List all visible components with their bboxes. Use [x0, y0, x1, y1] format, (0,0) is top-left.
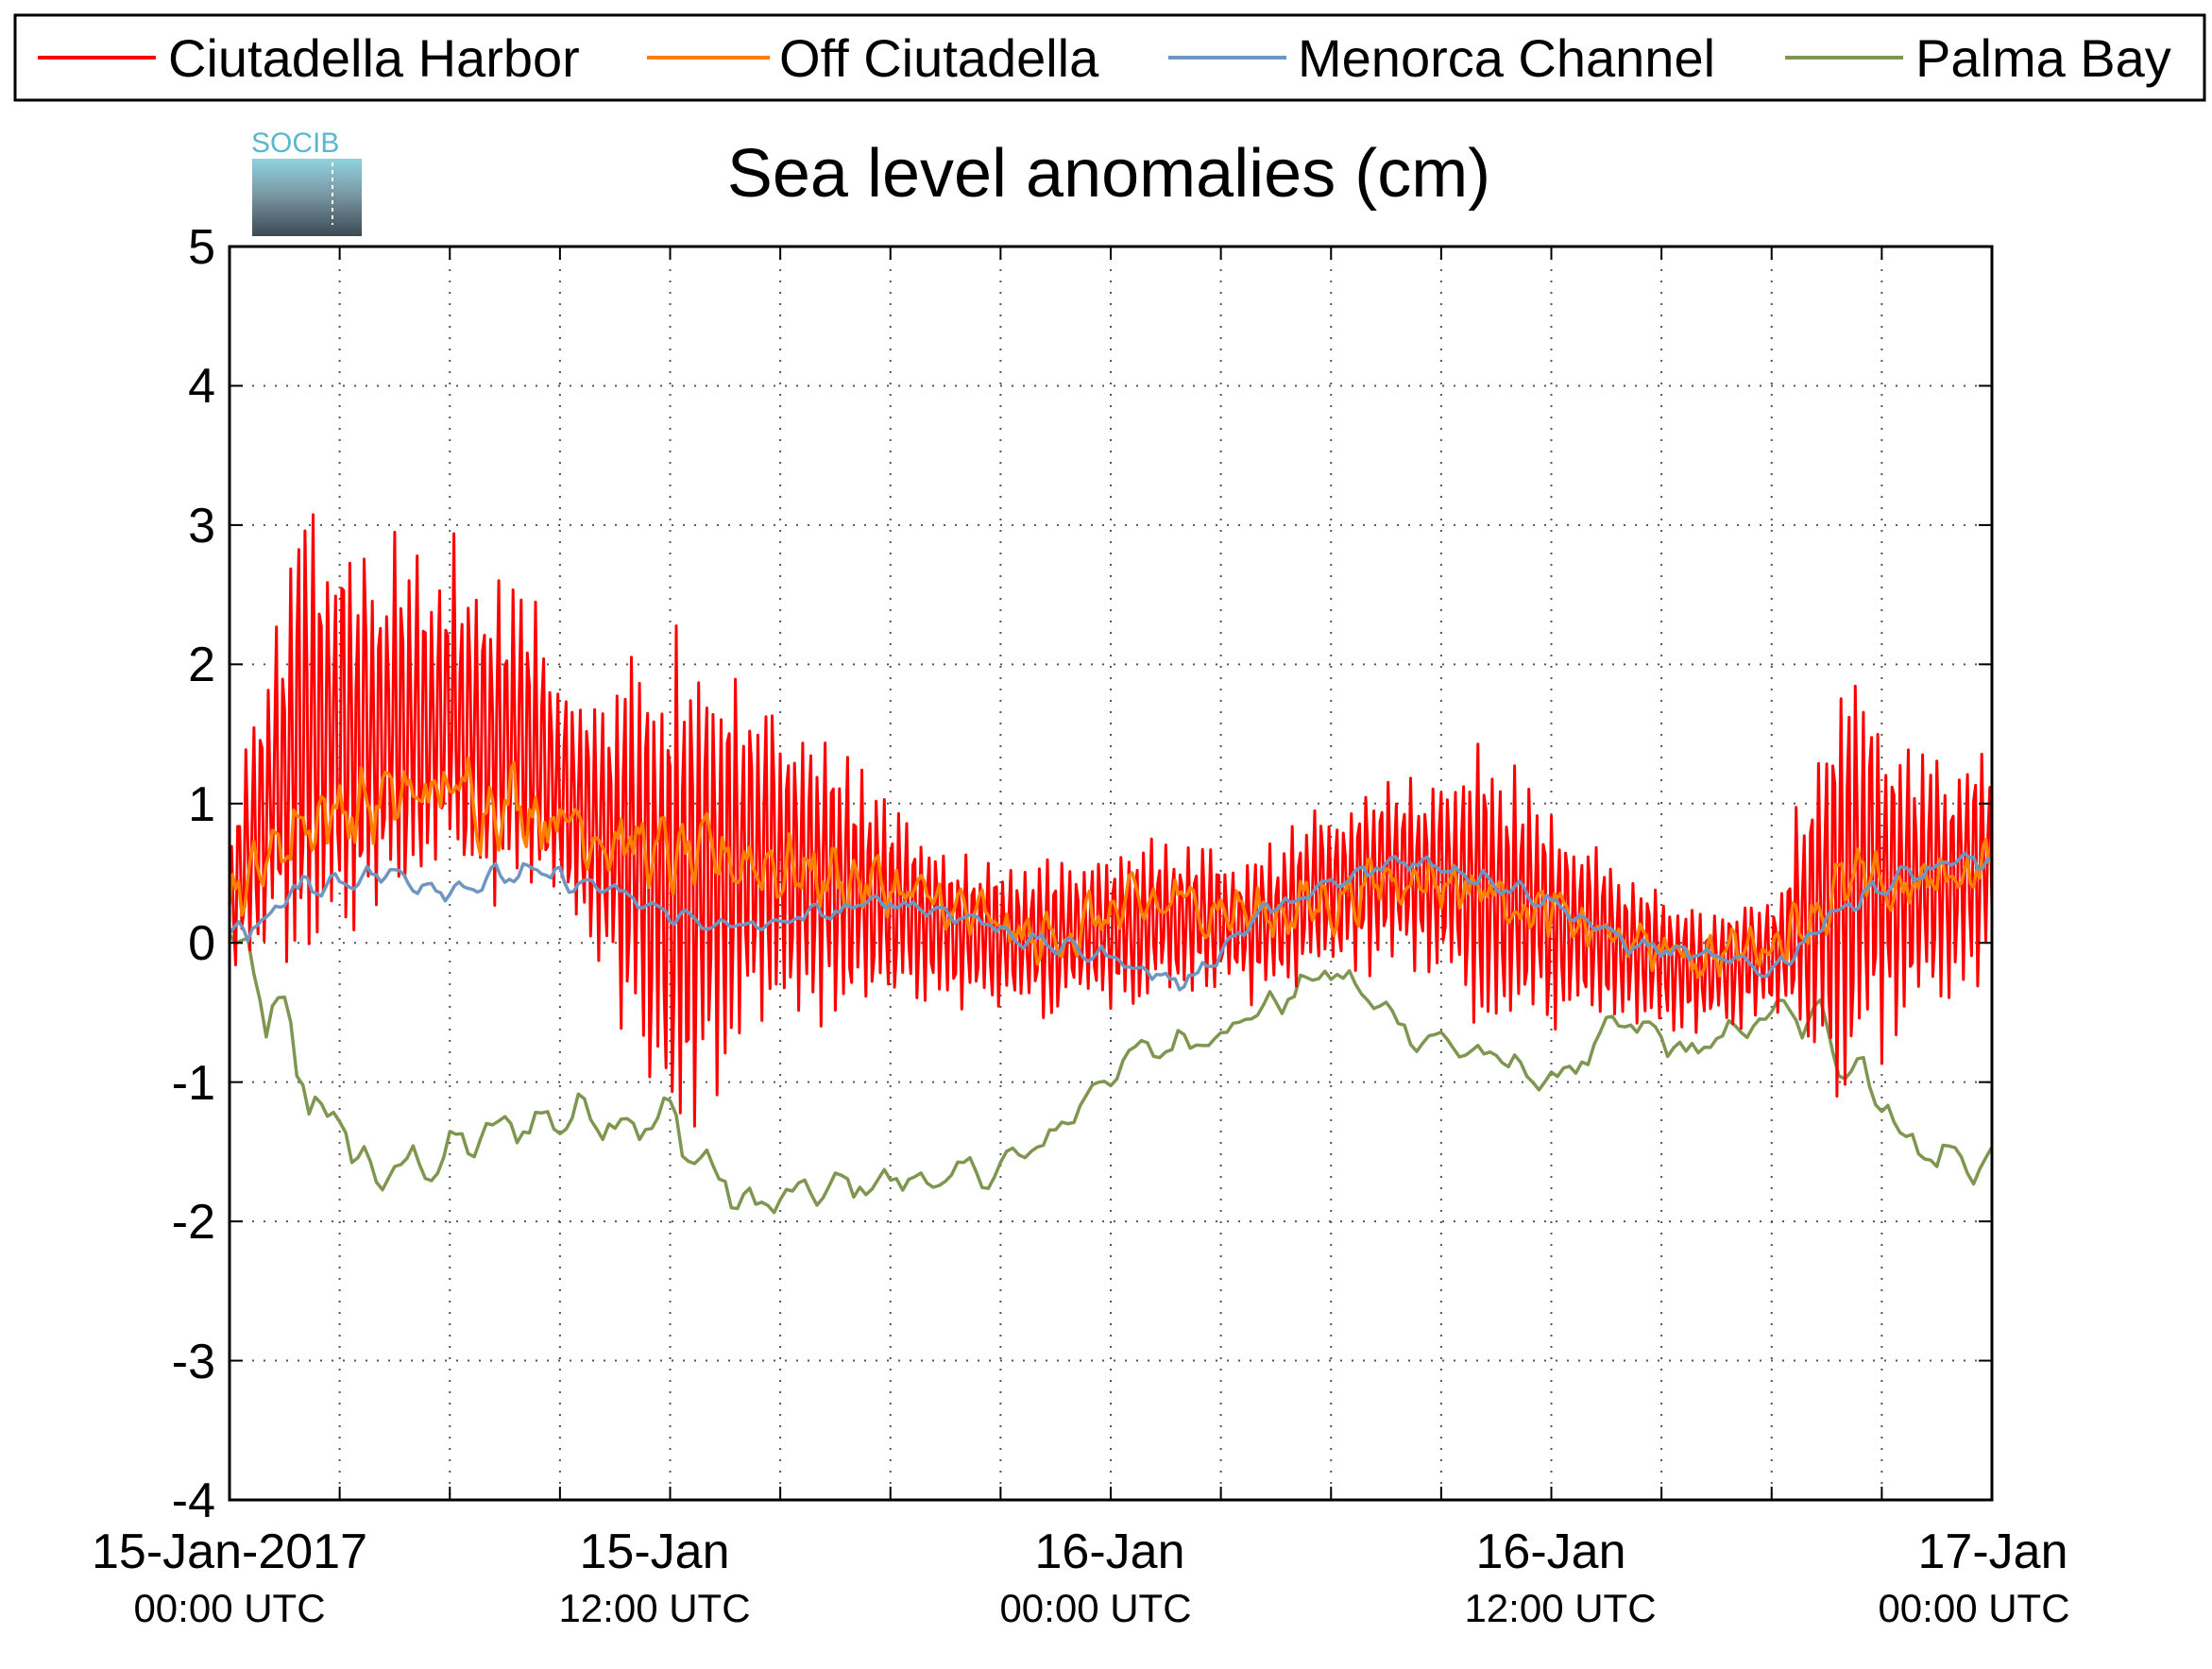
y-tick-label: -2: [172, 1195, 215, 1250]
socib-logo: SOCIB: [251, 128, 362, 236]
y-tick-label: -3: [172, 1335, 215, 1389]
x-tick-label-sub: 00:00 UTC: [133, 1586, 325, 1630]
series-group: [228, 513, 1994, 1215]
socib-logo-text: SOCIB: [251, 128, 339, 159]
x-tick-label-sub: 12:00 UTC: [558, 1586, 750, 1630]
x-axis: 15-Jan-2017 00:00 UTC 15-Jan 12:00 UTC 1…: [92, 1524, 2070, 1630]
chart-title: Sea level anomalies (cm): [727, 136, 1490, 212]
x-tick-label-main: 16-Jan: [1476, 1524, 1626, 1579]
series-line-off-ciutadella: [228, 756, 1994, 979]
x-tick-label-sub: 00:00 UTC: [999, 1586, 1191, 1630]
y-tick-label: 4: [188, 359, 215, 414]
y-tick-label: -4: [172, 1473, 215, 1528]
legend: Ciutadella Harbor Off Ciutadella Menorca…: [13, 13, 2206, 102]
x-tick-label-main: 17-Jan: [1918, 1524, 2068, 1579]
y-tick-label: 2: [188, 638, 215, 692]
legend-label-off-ciutadella: Off Ciutadella: [779, 28, 1099, 88]
x-tick-label-main: 16-Jan: [1035, 1524, 1185, 1579]
axis-ticks: [230, 247, 1992, 1500]
legend-label-ciutadella-harbor: Ciutadella Harbor: [168, 28, 580, 88]
grid: [230, 247, 1992, 1500]
x-tick-label-main: 15-Jan: [580, 1524, 730, 1579]
series-line-palma-bay: [228, 933, 1994, 1215]
socib-logo-image: [252, 159, 362, 236]
x-tick-label-sub: 12:00 UTC: [1464, 1586, 1656, 1630]
y-axis: -4 -3 -2 -1 0 1 2 3 4 5: [172, 220, 215, 1528]
legend-label-palma-bay: Palma Bay: [1915, 28, 2171, 88]
y-tick-label: 1: [188, 777, 215, 832]
y-tick-label: 3: [188, 499, 215, 553]
series-line-menorca-channel: [228, 851, 1993, 992]
x-tick-label-sub: 00:00 UTC: [1878, 1586, 2069, 1630]
x-tick-label-main: 15-Jan-2017: [92, 1524, 367, 1579]
legend-label-menorca-channel: Menorca Channel: [1298, 28, 1715, 88]
y-tick-label: 0: [188, 916, 215, 971]
y-tick-label: -1: [172, 1056, 215, 1111]
y-tick-label: 5: [188, 220, 215, 275]
